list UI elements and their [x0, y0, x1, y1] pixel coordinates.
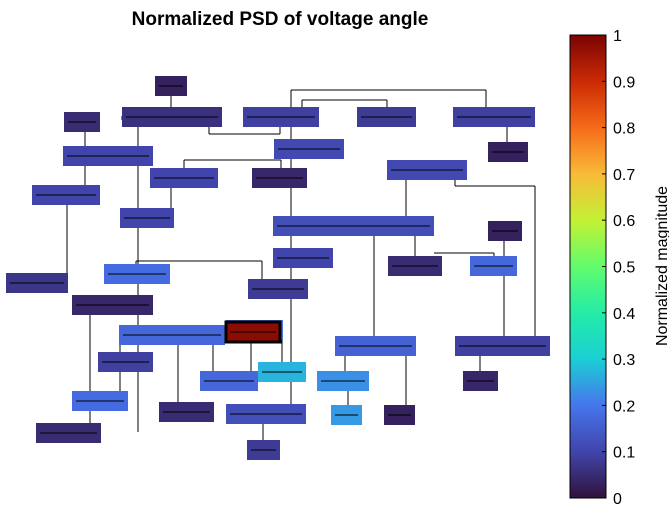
colorbar-label: Normalized magnitude — [654, 186, 669, 346]
colorbar-gradient — [570, 35, 606, 498]
colorbar-tick-label: 1 — [613, 28, 622, 45]
colorbar-tick-label: 0.5 — [613, 260, 635, 277]
colorbar-tick-label: 0.9 — [613, 74, 635, 91]
colorbar-tick-label: 0.1 — [613, 445, 635, 462]
colorbar-tick-label: 0.6 — [613, 213, 635, 230]
colorbar-tick-label: 0.3 — [613, 352, 635, 369]
colorbar-tick-label: 0.8 — [613, 121, 635, 138]
chart-title: Normalized PSD of voltage angle — [132, 9, 429, 30]
colorbar-tick-label: 0.7 — [613, 167, 635, 184]
colorbar-frame — [569, 34, 607, 499]
colorbar: 0 0.1 0.2 0.3 0.4 0.5 0.6 0.7 0.8 0.9 1 Normalized… — [569, 28, 669, 508]
colorbar-tick-label: 0.2 — [613, 398, 635, 415]
colorbar-tick-label: 0.4 — [613, 306, 635, 323]
colorbar-ticks: 0 0.1 0.2 0.3 0.4 0.5 0.6 0.7 0.8 0.9 1 — [569, 28, 635, 508]
colorbar-tick-label: 0 — [613, 491, 622, 508]
bus-bars — [6, 76, 550, 460]
